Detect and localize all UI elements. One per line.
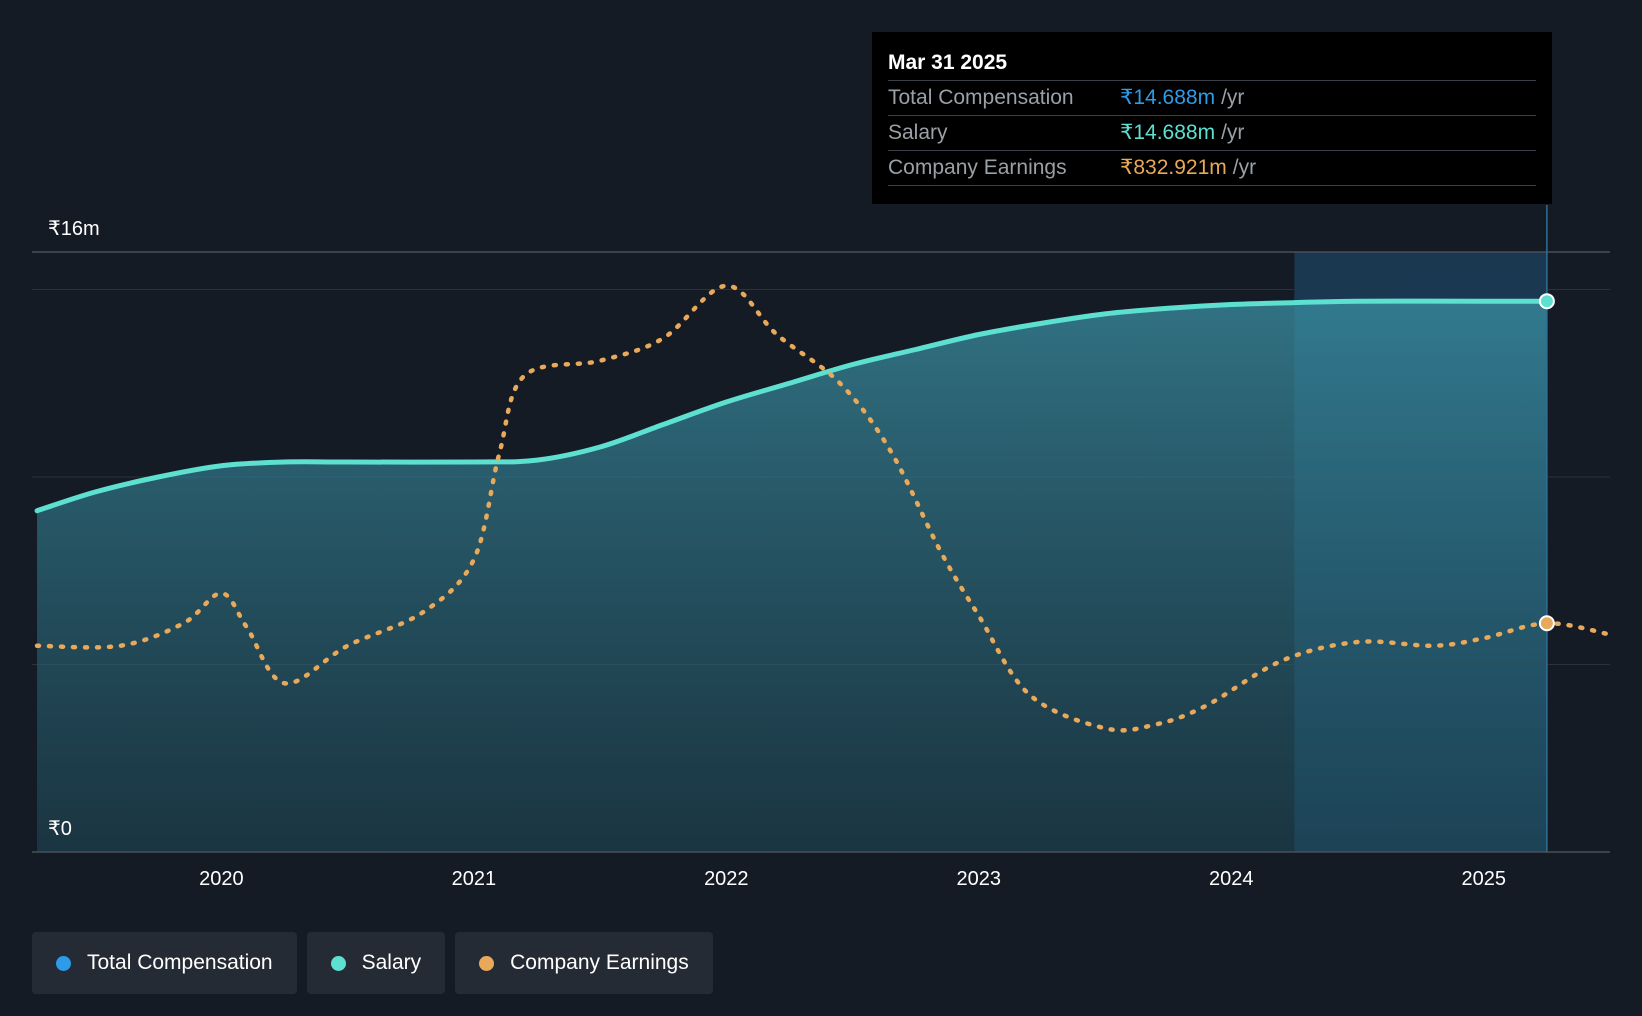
x-tick-label: 2020 [199, 868, 244, 890]
x-tick-label: 2025 [1462, 868, 1507, 890]
earnings-marker [1538, 615, 1555, 632]
tooltip-value: ₹14.688m [1120, 121, 1216, 144]
y-tick-label-bottom: ₹0 [48, 818, 72, 840]
legend-item-company-earnings[interactable]: Company Earnings [455, 932, 713, 994]
x-tick-label: 2021 [452, 868, 497, 890]
tooltip-value: ₹14.688m [1120, 86, 1216, 109]
x-tick-label: 2024 [1209, 868, 1254, 890]
legend-label: Total Compensation [87, 951, 273, 974]
tooltip-label: Total Compensation [888, 86, 1074, 109]
legend: Total Compensation Salary Company Earnin… [32, 932, 713, 994]
tooltip-unit: /yr [1221, 86, 1245, 109]
legend-item-total-compensation[interactable]: Total Compensation [32, 932, 297, 994]
legend-dot-icon [56, 955, 71, 971]
tooltip-unit: /yr [1232, 156, 1257, 179]
earnings-line [34, 283, 1613, 733]
tooltip-row-company-earnings: Company Earnings ₹832.921m /yr [888, 151, 1536, 186]
legend-label: Company Earnings [510, 951, 689, 974]
legend-dot-icon [479, 955, 495, 971]
tooltip: Mar 31 2025 Total Compensation ₹14.688m … [872, 32, 1552, 204]
legend-dot-icon [330, 955, 346, 971]
x-tick-label: 2023 [957, 868, 1002, 890]
tooltip-row-salary: Salary ₹14.688m /yr [888, 116, 1536, 151]
tooltip-label: Company Earnings [888, 156, 1067, 179]
tooltip-row-total-compensation: Total Compensation ₹14.688m /yr [888, 81, 1536, 116]
legend-label: Salary [361, 951, 422, 974]
legend-item-salary[interactable]: Salary [306, 932, 446, 994]
salary-area [37, 301, 1547, 852]
salary-marker [1538, 293, 1555, 310]
tooltip-date: Mar 31 2025 [888, 46, 1536, 81]
tooltip-label: Salary [888, 121, 948, 144]
x-tick-label: 2022 [704, 868, 749, 890]
tooltip-value: ₹832.921m [1120, 156, 1227, 179]
tooltip-unit: /yr [1221, 121, 1245, 144]
salary-line [34, 298, 1550, 514]
y-tick-label-top: ₹16m [48, 218, 100, 240]
